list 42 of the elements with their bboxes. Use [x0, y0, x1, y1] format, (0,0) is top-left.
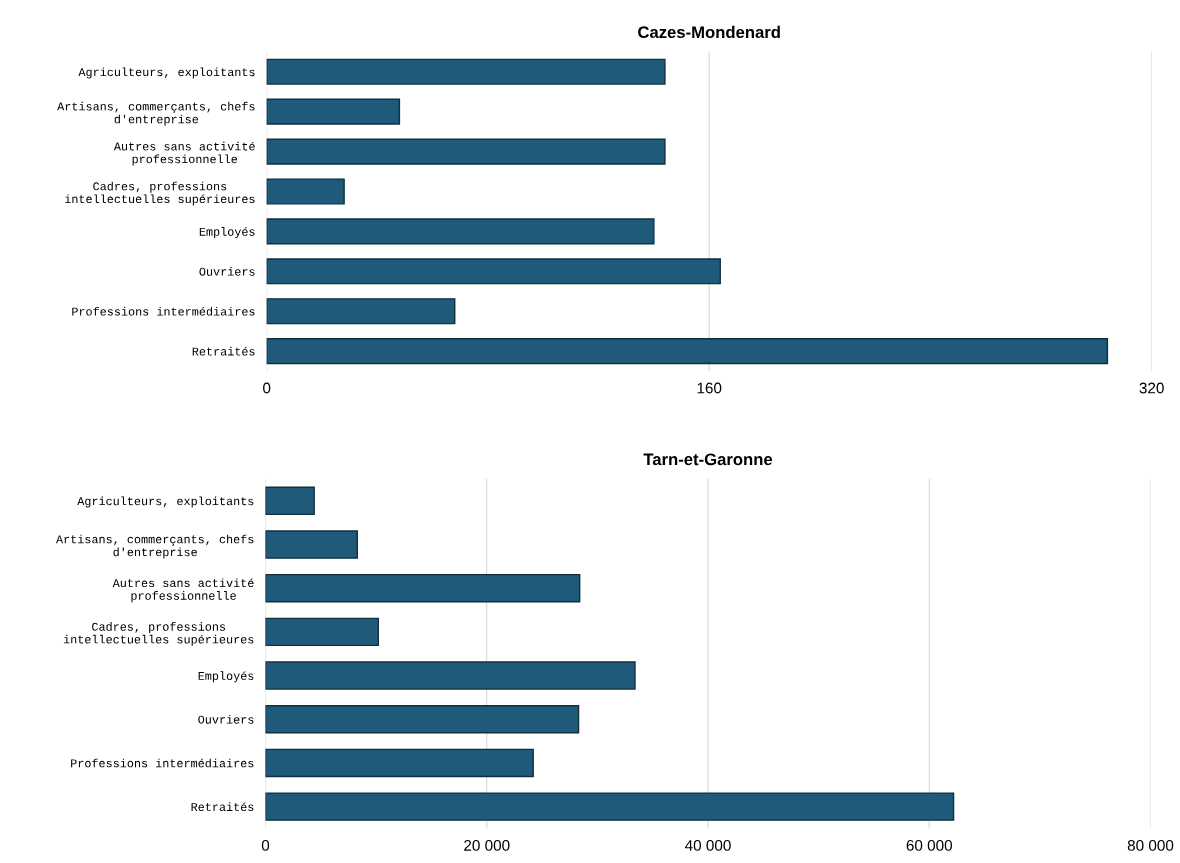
- y-tick-label: Ouvriers: [198, 714, 254, 724]
- y-tick-label: Artisans, commerçants, chefs d'entreprise: [56, 534, 254, 559]
- y-tick-label: Employés: [199, 227, 255, 239]
- chart-title: Cazes-Mondenard: [638, 25, 780, 39]
- x-tick-label: 80 000: [1127, 839, 1174, 851]
- x-tick-label: 0: [263, 382, 271, 394]
- bar: [266, 338, 1109, 365]
- bar: [265, 617, 380, 647]
- x-tick-label: 0: [261, 839, 270, 851]
- bar: [265, 661, 636, 690]
- x-tick-label: 40 000: [684, 839, 731, 851]
- x-tick-label: 60 000: [906, 839, 953, 851]
- y-tick-label: Autres sans activité professionnelle: [112, 578, 254, 603]
- y-tick-label: Professions intermédiaires: [71, 758, 254, 768]
- y-tick-label: Artisans, commerçants, chefs d'entreprise: [57, 101, 255, 126]
- y-tick-label: Retraités: [191, 802, 254, 812]
- y-tick-label: Autres sans activité professionnelle: [113, 141, 255, 166]
- bar: [265, 748, 534, 778]
- y-tick-label: Retraités: [192, 346, 255, 356]
- bar: [265, 573, 581, 603]
- x-tick-label: 20 000: [464, 839, 510, 851]
- bar: [266, 98, 401, 125]
- bar: [265, 486, 315, 516]
- bar: [265, 530, 359, 559]
- y-tick-label: Ouvriers: [199, 267, 255, 276]
- bar: [266, 218, 655, 245]
- x-tick-label: 160: [697, 382, 722, 394]
- y-tick-label: Professions intermédiaires: [72, 306, 255, 316]
- y-tick-label: Agriculteurs, exploitants: [78, 67, 255, 79]
- x-tick-label: 320: [1139, 382, 1164, 394]
- bar: [265, 792, 955, 821]
- chart-title: Tarn-et-Garonne: [643, 453, 773, 466]
- bar: [266, 258, 721, 285]
- bar: [266, 178, 345, 205]
- y-tick-label: Cadres, professions intellectuelles supérieures: [63, 622, 254, 646]
- bar: [266, 138, 666, 165]
- bar: [265, 705, 580, 734]
- bar: [266, 58, 666, 85]
- bar: [266, 298, 456, 325]
- y-tick-label: Employés: [198, 671, 254, 683]
- y-tick-label: Cadres, professions intellectuelles supérieures: [65, 181, 255, 206]
- y-tick-label: Agriculteurs, exploitants: [77, 496, 254, 508]
